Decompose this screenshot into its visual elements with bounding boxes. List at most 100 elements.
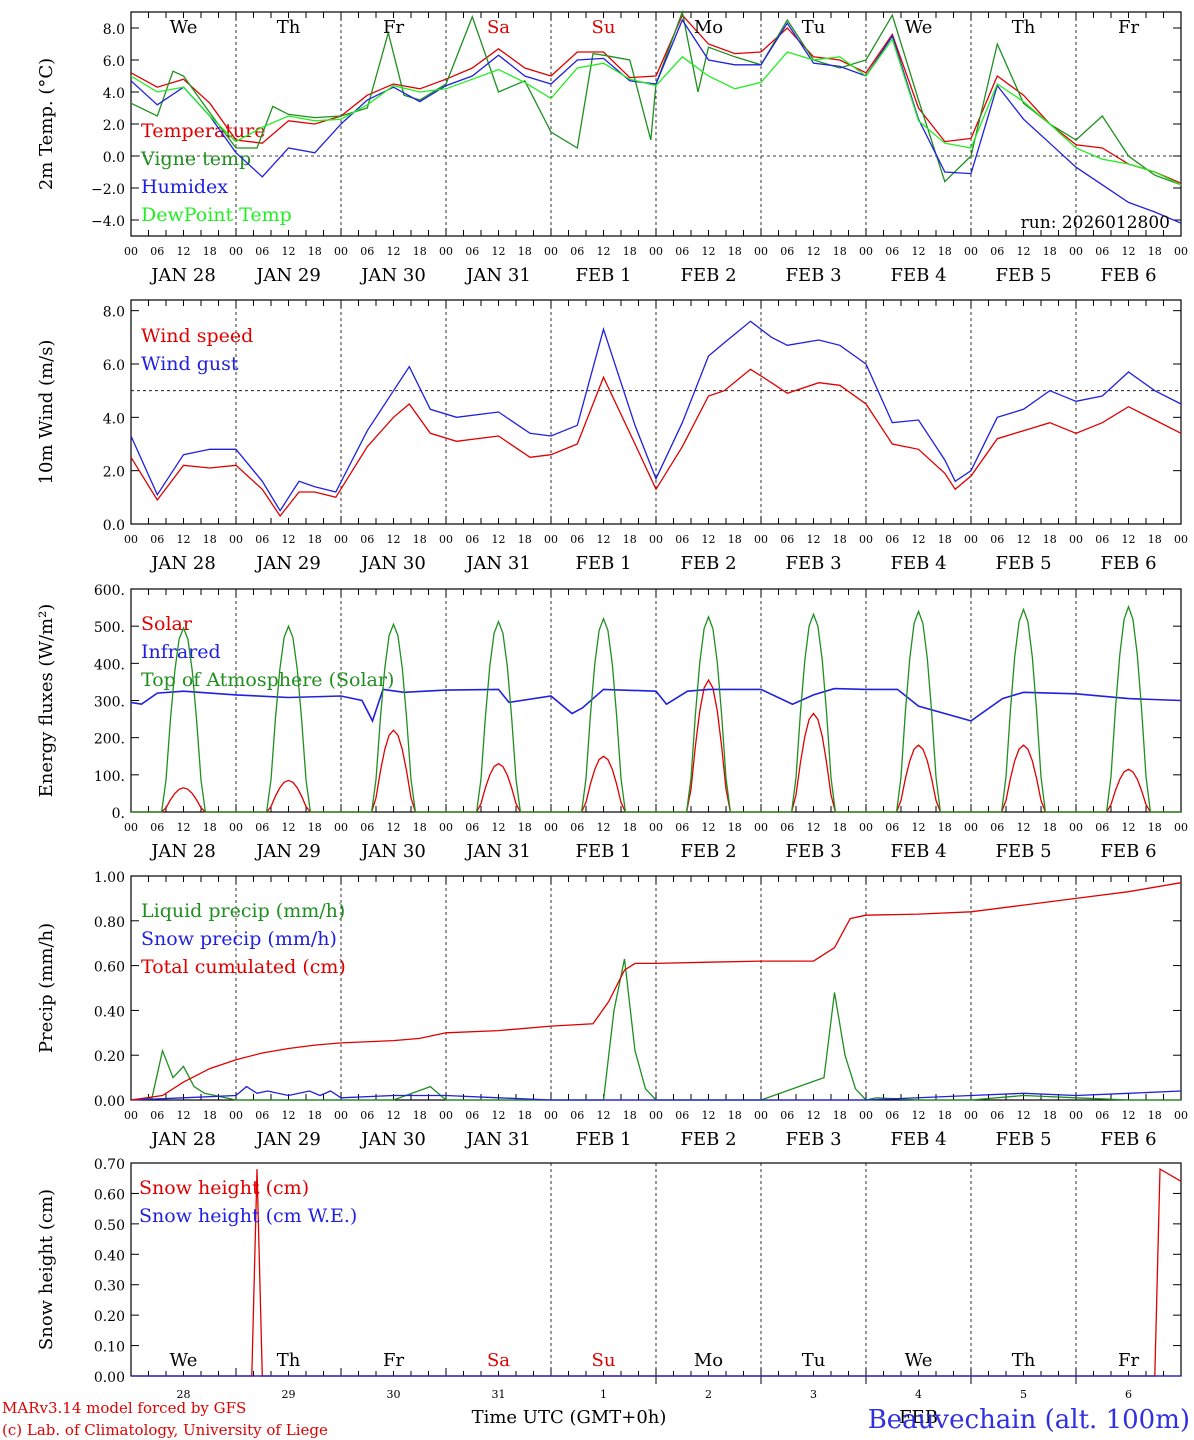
legend-entry: Wind gust	[141, 353, 239, 375]
date-label: FEB 2	[680, 841, 736, 862]
y-tick-label: 4.0	[103, 411, 125, 427]
date-label: FEB 1	[575, 1129, 631, 1150]
y-axis-label: Snow height (cm)	[36, 1189, 57, 1350]
y-tick-label: 8.0	[103, 305, 125, 321]
x-tick-label: 00	[964, 821, 978, 834]
x-tick-label: 06	[675, 821, 689, 834]
y-tick-label: 0.80	[94, 915, 125, 931]
date-label: FEB 2	[680, 1129, 736, 1150]
x-tick-label: 00	[124, 245, 138, 258]
y-tick-label: 0.0	[103, 518, 125, 534]
x-tick-label: 18	[1043, 1109, 1057, 1122]
x-tick-label: 18	[203, 1109, 217, 1122]
y-tick-label: −2.0	[91, 182, 125, 198]
day-number-label: 3	[810, 1388, 817, 1401]
y-tick-label: 0.30	[94, 1279, 125, 1295]
day-number-label: 5	[1020, 1388, 1027, 1401]
x-tick-label: 06	[1095, 821, 1109, 834]
weekday-label: We	[905, 1350, 933, 1371]
x-tick-label: 18	[938, 821, 952, 834]
x-tick-label: 06	[255, 821, 269, 834]
weekday-label: Fr	[1118, 1350, 1139, 1371]
x-tick-label: 06	[885, 1109, 899, 1122]
date-label: FEB 5	[995, 553, 1051, 574]
x-tick-label: 00	[649, 245, 663, 258]
x-tick-label: 18	[413, 533, 427, 546]
x-tick-label: 00	[544, 1109, 558, 1122]
x-tick-label: 12	[912, 1109, 926, 1122]
date-label: JAN 30	[359, 553, 426, 574]
y-tick-label: −4.0	[91, 214, 125, 230]
weekday-label: We	[905, 17, 933, 38]
weekday-label: Mo	[694, 1350, 723, 1371]
x-tick-label: 00	[439, 533, 453, 546]
x-tick-label: 18	[728, 1109, 742, 1122]
x-tick-label: 12	[177, 245, 191, 258]
date-label: FEB 3	[785, 1129, 841, 1150]
y-tick-label: 1.00	[94, 870, 125, 886]
x-tick-label: 18	[623, 245, 637, 258]
x-tick-label: 18	[518, 821, 532, 834]
date-label: JAN 28	[149, 841, 216, 862]
x-tick-label: 06	[675, 245, 689, 258]
x-tick-label: 12	[912, 533, 926, 546]
date-label: JAN 30	[359, 265, 426, 286]
date-label: FEB 2	[680, 265, 736, 286]
date-label: FEB 3	[785, 265, 841, 286]
x-tick-label: 18	[1148, 821, 1162, 834]
legend-entry: Snow precip (mm/h)	[141, 928, 337, 950]
x-tick-label: 18	[308, 245, 322, 258]
x-tick-label: 00	[229, 821, 243, 834]
legend-entry: Vigne temp	[140, 148, 251, 170]
date-label: FEB 6	[1100, 1129, 1156, 1150]
weekday-label: Fr	[383, 1350, 404, 1371]
x-tick-label: 00	[1069, 1109, 1083, 1122]
legend-entry: Snow height (cm)	[139, 1177, 309, 1199]
x-tick-label: 12	[1017, 821, 1031, 834]
x-tick-label: 06	[990, 821, 1004, 834]
y-tick-label: 200.	[94, 732, 125, 748]
x-tick-label: 00	[544, 245, 558, 258]
x-tick-label: 12	[702, 533, 716, 546]
y-tick-label: 0.40	[94, 1004, 125, 1020]
weekday-label: Sa	[487, 1350, 510, 1371]
date-label: JAN 30	[359, 841, 426, 862]
weekday-label: Th	[277, 1350, 301, 1371]
legend-entry: Top of Atmosphere (Solar)	[141, 669, 394, 691]
series-line-dewpoint-temp	[130, 37, 1182, 186]
x-tick-label: 12	[282, 1109, 296, 1122]
x-tick-label: 00	[1174, 245, 1188, 258]
x-tick-label: 18	[1043, 821, 1057, 834]
x-tick-label: 06	[990, 245, 1004, 258]
x-tick-label: 00	[754, 533, 768, 546]
x-tick-label: 00	[1069, 245, 1083, 258]
x-tick-label: 12	[807, 245, 821, 258]
x-tick-label: 06	[885, 533, 899, 546]
x-tick-label: 06	[465, 1109, 479, 1122]
x-axis-title: Time UTC (GMT+0h)	[472, 1407, 667, 1428]
day-number-label: 28	[177, 1388, 191, 1401]
x-tick-label: 06	[675, 533, 689, 546]
date-label: JAN 31	[464, 265, 531, 286]
y-tick-label: 400.	[94, 657, 125, 673]
day-number-label: 30	[387, 1388, 401, 1401]
x-tick-label: 06	[465, 533, 479, 546]
y-tick-label: 0.00	[94, 1094, 125, 1110]
x-tick-label: 18	[1148, 1109, 1162, 1122]
date-label: JAN 29	[254, 1129, 321, 1150]
y-tick-label: 0.40	[94, 1248, 125, 1264]
date-label: FEB 4	[890, 553, 946, 574]
y-axis-label: 10m Wind (m/s)	[36, 340, 57, 485]
y-tick-label: 0.10	[94, 1340, 125, 1356]
x-tick-label: 12	[1122, 245, 1136, 258]
weekday-label: Tu	[802, 1350, 826, 1371]
weekday-label: Th	[277, 17, 301, 38]
panel-3-frame	[130, 588, 1182, 813]
x-tick-label: 06	[360, 1109, 374, 1122]
x-tick-label: 18	[518, 245, 532, 258]
x-tick-label: 06	[360, 245, 374, 258]
x-tick-label: 00	[544, 821, 558, 834]
month-label: FEB	[899, 1407, 938, 1428]
x-tick-label: 06	[570, 821, 584, 834]
x-tick-label: 00	[964, 533, 978, 546]
